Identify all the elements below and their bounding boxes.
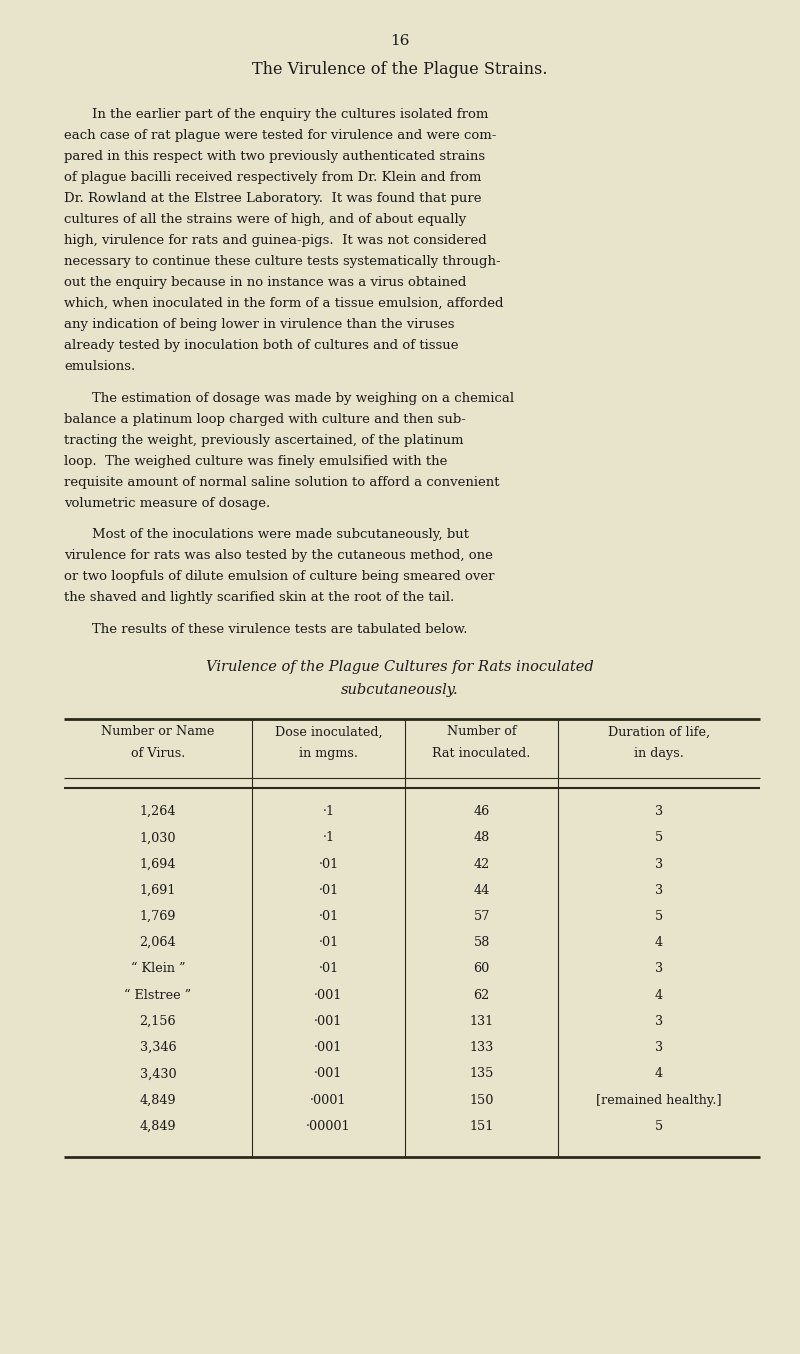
Text: out the enquiry because in no instance was a virus obtained: out the enquiry because in no instance w… [64, 276, 466, 290]
Text: 42: 42 [474, 857, 490, 871]
Text: 3: 3 [655, 857, 663, 871]
Text: Most of the inoculations were made subcutaneously, but: Most of the inoculations were made subcu… [92, 528, 469, 542]
Text: 1,769: 1,769 [140, 910, 176, 923]
Text: of Virus.: of Virus. [130, 747, 185, 761]
Text: ·001: ·001 [314, 1067, 342, 1080]
Text: Number or Name: Number or Name [102, 726, 214, 738]
Text: 16: 16 [390, 34, 410, 47]
Text: which, when inoculated in the form of a tissue emulsion, afforded: which, when inoculated in the form of a … [64, 297, 503, 310]
Text: ·01: ·01 [318, 884, 338, 896]
Text: ·01: ·01 [318, 857, 338, 871]
Text: requisite amount of normal saline solution to afford a convenient: requisite amount of normal saline soluti… [64, 475, 499, 489]
Text: 4: 4 [655, 936, 663, 949]
Text: 2,064: 2,064 [140, 936, 176, 949]
Text: balance a platinum loop charged with culture and then sub-: balance a platinum loop charged with cul… [64, 413, 466, 425]
Text: The Virulence of the Plague Strains.: The Virulence of the Plague Strains. [252, 61, 548, 79]
Text: In the earlier part of the enquiry the cultures isolated from: In the earlier part of the enquiry the c… [92, 108, 488, 122]
Text: necessary to continue these culture tests systematically through-: necessary to continue these culture test… [64, 255, 501, 268]
Text: high, virulence for rats and guinea-pigs.  It was not considered: high, virulence for rats and guinea-pigs… [64, 234, 486, 248]
Text: tracting the weight, previously ascertained, of the platinum: tracting the weight, previously ascertai… [64, 433, 463, 447]
Text: 3: 3 [655, 1041, 663, 1055]
Text: volumetric measure of dosage.: volumetric measure of dosage. [64, 497, 270, 509]
Text: in days.: in days. [634, 747, 684, 761]
Text: 1,030: 1,030 [140, 831, 176, 845]
Text: any indication of being lower in virulence than the viruses: any indication of being lower in virulen… [64, 318, 454, 332]
Text: 48: 48 [474, 831, 490, 845]
Text: virulence for rats was also tested by the cutaneous method, one: virulence for rats was also tested by th… [64, 548, 493, 562]
Text: [remained healthy.]: [remained healthy.] [596, 1094, 722, 1106]
Text: ·00001: ·00001 [306, 1120, 350, 1133]
Text: loop.  The weighed culture was finely emulsified with the: loop. The weighed culture was finely emu… [64, 455, 447, 467]
Text: 1,694: 1,694 [140, 857, 176, 871]
Text: ·0001: ·0001 [310, 1094, 346, 1106]
Text: 151: 151 [470, 1120, 494, 1133]
Text: of plague bacilli received respectively from Dr. Klein and from: of plague bacilli received respectively … [64, 171, 482, 184]
Text: ·01: ·01 [318, 963, 338, 975]
Text: The estimation of dosage was made by weighing on a chemical: The estimation of dosage was made by wei… [92, 391, 514, 405]
Text: 4,849: 4,849 [140, 1120, 176, 1133]
Text: 44: 44 [474, 884, 490, 896]
Text: 131: 131 [470, 1016, 494, 1028]
Text: 46: 46 [474, 806, 490, 818]
Text: pared in this respect with two previously authenticated strains: pared in this respect with two previousl… [64, 150, 485, 164]
Text: 3: 3 [655, 884, 663, 896]
Text: ·1: ·1 [322, 806, 334, 818]
Text: Rat inoculated.: Rat inoculated. [433, 747, 530, 761]
Text: or two loopfuls of dilute emulsion of culture being smeared over: or two loopfuls of dilute emulsion of cu… [64, 570, 494, 584]
Text: 2,156: 2,156 [140, 1016, 176, 1028]
Text: 135: 135 [470, 1067, 494, 1080]
Text: ·01: ·01 [318, 936, 338, 949]
Text: 58: 58 [474, 936, 490, 949]
Text: subcutaneously.: subcutaneously. [341, 684, 459, 697]
Text: Number of: Number of [446, 726, 517, 738]
Text: 1,691: 1,691 [140, 884, 176, 896]
Text: “ Klein ”: “ Klein ” [130, 963, 186, 975]
Text: cultures of all the strains were of high, and of about equally: cultures of all the strains were of high… [64, 213, 466, 226]
Text: The results of these virulence tests are tabulated below.: The results of these virulence tests are… [92, 623, 467, 635]
Text: 4: 4 [655, 988, 663, 1002]
Text: ·1: ·1 [322, 831, 334, 845]
Text: 3: 3 [655, 806, 663, 818]
Text: each case of rat plague were tested for virulence and were com-: each case of rat plague were tested for … [64, 129, 496, 142]
Text: already tested by inoculation both of cultures and of tissue: already tested by inoculation both of cu… [64, 338, 458, 352]
Text: 5: 5 [655, 910, 663, 923]
Text: Duration of life,: Duration of life, [608, 726, 710, 738]
Text: ·001: ·001 [314, 1041, 342, 1055]
Text: 1,264: 1,264 [140, 806, 176, 818]
Text: 150: 150 [470, 1094, 494, 1106]
Text: the shaved and lightly scarified skin at the root of the tail.: the shaved and lightly scarified skin at… [64, 590, 454, 604]
Text: Dose inoculated,: Dose inoculated, [274, 726, 382, 738]
Text: ·01: ·01 [318, 910, 338, 923]
Text: 57: 57 [474, 910, 490, 923]
Text: in mgms.: in mgms. [299, 747, 358, 761]
Text: 3,346: 3,346 [140, 1041, 176, 1055]
Text: 3: 3 [655, 1016, 663, 1028]
Text: 5: 5 [655, 1120, 663, 1133]
Text: ·001: ·001 [314, 1016, 342, 1028]
Text: 60: 60 [474, 963, 490, 975]
Text: 62: 62 [474, 988, 490, 1002]
Text: 133: 133 [470, 1041, 494, 1055]
Text: 3: 3 [655, 963, 663, 975]
Text: 4,849: 4,849 [140, 1094, 176, 1106]
Text: 4: 4 [655, 1067, 663, 1080]
Text: emulsions.: emulsions. [64, 360, 135, 374]
Text: Virulence of the Plague Cultures for Rats inoculated: Virulence of the Plague Cultures for Rat… [206, 661, 594, 674]
Text: 5: 5 [655, 831, 663, 845]
Text: Dr. Rowland at the Elstree Laboratory.  It was found that pure: Dr. Rowland at the Elstree Laboratory. I… [64, 192, 482, 206]
Text: 3,430: 3,430 [140, 1067, 176, 1080]
Text: “ Elstree ”: “ Elstree ” [124, 988, 191, 1002]
Text: ·001: ·001 [314, 988, 342, 1002]
